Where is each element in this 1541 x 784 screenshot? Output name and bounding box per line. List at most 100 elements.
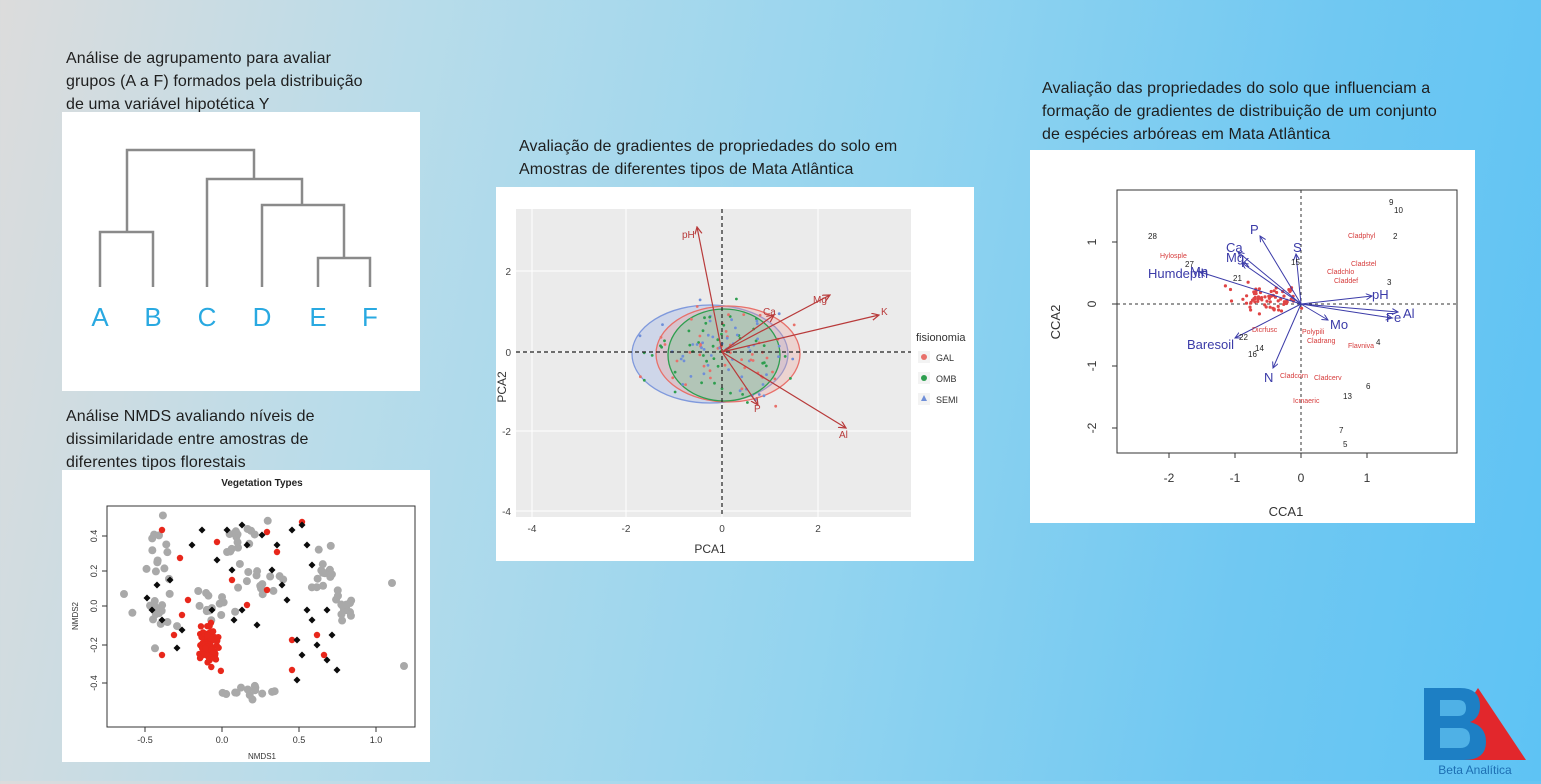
- nmds-point-red: [170, 631, 178, 639]
- pca-point: [789, 377, 792, 380]
- nmds-point-red: [184, 596, 192, 604]
- pca-point: [720, 332, 723, 336]
- svg-text:0.4: 0.4: [89, 530, 99, 543]
- nmds-point-red: [243, 601, 251, 609]
- cluster-label-c: C: [198, 302, 217, 332]
- pca-point: [705, 359, 708, 363]
- svg-text:-2: -2: [502, 427, 511, 438]
- pca-point: [711, 335, 715, 339]
- cca-site-point: [1244, 301, 1249, 305]
- cca-site-point: [1268, 305, 1272, 309]
- nmds-point-red: [213, 538, 221, 546]
- cca-site-point: [1256, 299, 1260, 303]
- cca-vectors: [1200, 236, 1398, 368]
- pca-point: [755, 322, 759, 326]
- pca-point: [764, 364, 768, 368]
- nmds-point-grey: [150, 530, 159, 539]
- nmds-point-black: [308, 616, 316, 624]
- pca-point: [702, 348, 706, 351]
- svg-text:0: 0: [1298, 471, 1305, 485]
- nmds-point-grey: [142, 564, 151, 573]
- svg-text:K: K: [1241, 255, 1250, 270]
- pca-point: [761, 383, 765, 386]
- cca-x-label: CCA1: [1269, 504, 1304, 519]
- pca-point: [700, 381, 703, 385]
- nmds-point-black: [303, 541, 311, 549]
- svg-text:-0.2: -0.2: [89, 637, 99, 653]
- pca-point: [711, 344, 715, 348]
- pca-point: [681, 383, 685, 386]
- dendrogram: A B C D E F: [91, 148, 378, 332]
- nmds-point-red: [313, 631, 321, 639]
- nmds-point-black: [238, 521, 246, 529]
- vector-mg: [721, 295, 830, 353]
- pca-point: [701, 341, 704, 345]
- pca-point: [762, 344, 766, 347]
- nmds-point-grey: [333, 591, 342, 600]
- cca-points: [1223, 280, 1304, 316]
- pca-point: [765, 356, 769, 360]
- nmds-point-red: [215, 644, 222, 651]
- pca-plot-area: [516, 209, 911, 517]
- nmds-point-black: [238, 606, 246, 614]
- cca-site-point: [1277, 308, 1281, 312]
- nmds-point-black: [283, 596, 291, 604]
- nmds-point-grey: [388, 579, 396, 587]
- svg-text:0.5: 0.5: [293, 735, 306, 745]
- pca-point: [740, 387, 744, 391]
- nmds-point-red: [196, 654, 204, 662]
- nmds-point-grey: [270, 687, 279, 696]
- pca-point: [702, 354, 705, 357]
- nmds-frame: [106, 505, 416, 728]
- pca-point: [709, 376, 712, 380]
- pca-point: [690, 317, 693, 321]
- svg-text:S: S: [1293, 240, 1302, 255]
- nmds-point-grey: [223, 547, 232, 556]
- nmds-point-black: [253, 621, 261, 629]
- cca-y-tick-labels: 1 0 -1 -2: [1085, 238, 1099, 433]
- cluster-label-e: E: [309, 302, 326, 332]
- svg-text:pH: pH: [1372, 287, 1389, 302]
- cca-site-point: [1279, 309, 1284, 313]
- cca-vector-al: [1300, 303, 1398, 312]
- nmds-point-grey: [279, 575, 288, 584]
- nmds-caption: Análise NMDS avaliando níveis de dissimi…: [66, 408, 315, 471]
- svg-text:Ca: Ca: [1226, 240, 1243, 255]
- pca-point: [650, 354, 654, 357]
- cca-site-point: [1249, 301, 1253, 305]
- svg-text:0.0: 0.0: [89, 600, 99, 613]
- cca-zero-lines: [1117, 190, 1457, 453]
- legend-omb-label: OMB: [936, 374, 957, 384]
- cca-site-point: [1276, 299, 1280, 303]
- nmds-point-grey: [243, 524, 252, 533]
- legend-semi-swatch: [921, 395, 927, 401]
- cca-vector-s: [1296, 254, 1302, 305]
- nmds-x-ticks: [144, 727, 377, 732]
- svg-text:1: 1: [1085, 238, 1099, 245]
- nmds-point-red: [320, 651, 328, 659]
- nmds-point-grey: [263, 516, 272, 525]
- pca-point: [720, 387, 724, 391]
- svg-text:0.0: 0.0: [216, 735, 229, 745]
- svg-text:28: 28: [1148, 232, 1157, 241]
- pca-point: [792, 323, 796, 327]
- cca-site-point: [1260, 298, 1264, 302]
- pca-point: [673, 370, 677, 374]
- nmds-point-black: [298, 521, 306, 529]
- nmds-point-grey: [313, 574, 322, 583]
- nmds-point-black: [323, 656, 331, 664]
- nmds-point-black: [293, 676, 301, 684]
- nmds-point-black: [188, 541, 196, 549]
- svg-text:P: P: [1250, 222, 1259, 237]
- cca-site-point: [1300, 306, 1304, 310]
- svg-text:22: 22: [1239, 333, 1248, 342]
- cca-site-point: [1272, 289, 1276, 293]
- cca-vector-mg: [1242, 263, 1302, 305]
- pca-point: [777, 355, 780, 358]
- pca-point: [741, 393, 744, 396]
- cca-vector-ph: [1300, 296, 1372, 305]
- nmds-point-black: [208, 606, 216, 614]
- pca-point: [639, 375, 642, 379]
- pca-point: [698, 334, 702, 338]
- svg-text:Humdepth: Humdepth: [1148, 266, 1208, 281]
